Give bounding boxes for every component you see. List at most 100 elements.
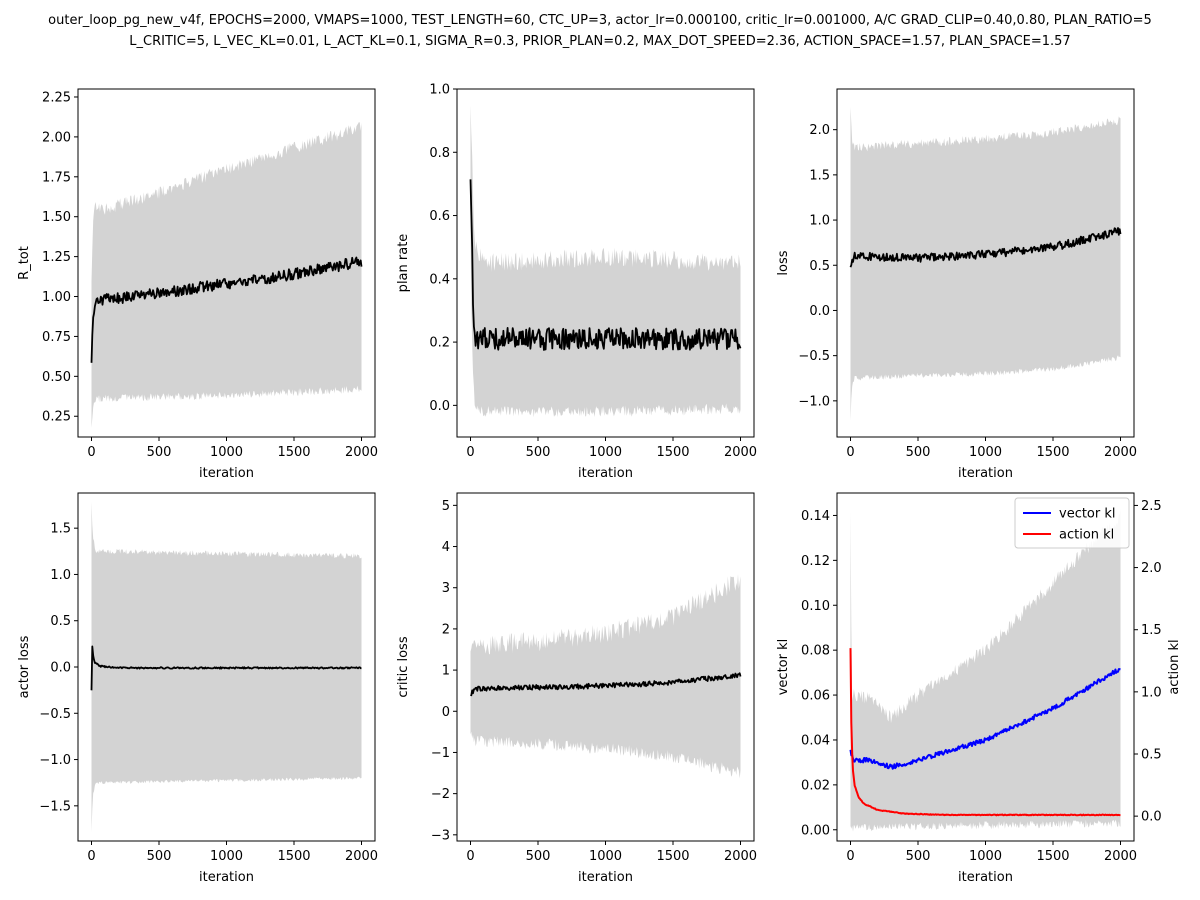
kl-vector-kl-mean-line bbox=[849, 668, 1121, 770]
plan-rate-xtick-label: 500 bbox=[526, 445, 551, 460]
kl-ytick-label: 0.04 bbox=[801, 733, 830, 748]
kl-ytick-right-label: 2.5 bbox=[1141, 499, 1162, 514]
critic-loss-std-band bbox=[470, 574, 741, 779]
r-tot-xtick-label: 1500 bbox=[277, 445, 310, 460]
loss-ylabel: loss bbox=[776, 250, 791, 275]
loss-ytick-label: 1.5 bbox=[809, 168, 830, 183]
critic-loss-ytick-label: −2 bbox=[431, 787, 450, 802]
critic-loss-ytick-label: −1 bbox=[431, 746, 450, 761]
critic-loss-ytick-label: 3 bbox=[442, 581, 450, 596]
actor-loss-ylabel: actor loss bbox=[17, 635, 32, 698]
actor-loss-ytick-label: 0.5 bbox=[50, 614, 71, 629]
legend-label-vector-kl: vector kl bbox=[1059, 507, 1116, 522]
legend-label-action-kl: action kl bbox=[1059, 528, 1114, 543]
subplot-r-tot: 0 500 1000 1500 2000 0.25 0.50 0.75 1.00 1.25 1.50… bbox=[17, 88, 378, 481]
plan-rate-ylabel: plan rate bbox=[396, 234, 411, 293]
critic-loss-xtick-label: 500 bbox=[526, 849, 551, 864]
r-tot-ytick-label: 0.50 bbox=[42, 370, 71, 385]
loss-ytick-label: −0.5 bbox=[798, 349, 830, 364]
critic-loss-xtick-label: 2000 bbox=[724, 849, 757, 864]
plan-rate-ytick-label: 1.0 bbox=[429, 83, 450, 98]
figure-title-line-2: L_CRITIC=5, L_VEC_KL=0.01, L_ACT_KL=0.1,… bbox=[129, 34, 1070, 49]
r-tot-xtick-label: 1000 bbox=[210, 445, 243, 460]
kl-ytick-right-label: 1.0 bbox=[1141, 685, 1162, 700]
r-tot-ytick-label: 2.25 bbox=[42, 90, 71, 105]
plan-rate-ytick-label: 0.6 bbox=[429, 209, 450, 224]
plan-rate-xtick-label: 1000 bbox=[589, 445, 622, 460]
subplot-actor-loss: 0 500 1000 1500 2000 −1.5 −1.0 −0.5 0.0 0.5 1.0 1.5… bbox=[17, 492, 378, 885]
subplot-kl: 0 500 1000 1500 2000 0.00 0.02 0.04 0.06 0.08 0.10… bbox=[776, 492, 1182, 885]
r-tot-xtick-label: 500 bbox=[147, 445, 172, 460]
kl-data bbox=[849, 508, 1121, 832]
critic-loss-mean-line bbox=[469, 672, 742, 697]
loss-xtick-label: 0 bbox=[846, 445, 854, 460]
critic-loss-xlabel: iteration bbox=[578, 870, 633, 885]
actor-loss-mean-line bbox=[90, 645, 362, 691]
kl-ytick-label: 0.06 bbox=[801, 689, 830, 704]
kl-ylabel: vector kl bbox=[776, 639, 791, 696]
actor-loss-ytick-label: 1.5 bbox=[50, 522, 71, 537]
loss-ytick-label: 2.0 bbox=[809, 123, 830, 138]
loss-xlabel: iteration bbox=[958, 466, 1013, 481]
loss-xtick-label: 1000 bbox=[969, 445, 1002, 460]
kl-ytick-label: 0.14 bbox=[801, 509, 830, 524]
actor-loss-xlabel: iteration bbox=[199, 870, 254, 885]
legend-box bbox=[1014, 497, 1130, 549]
kl-ytick-right-label: 1.5 bbox=[1141, 623, 1162, 638]
critic-loss-ytick-label: 4 bbox=[442, 540, 450, 555]
actor-loss-ytick-label: 0.0 bbox=[50, 661, 71, 676]
r-tot-ytick-label: 1.00 bbox=[42, 290, 71, 305]
critic-loss-ytick-label: 0 bbox=[442, 705, 450, 720]
plan-rate-ytick-label: 0.2 bbox=[429, 336, 450, 351]
kl-xtick-label: 0 bbox=[846, 849, 854, 864]
plan-rate-xtick-label: 0 bbox=[466, 445, 474, 460]
actor-loss-xtick-label: 0 bbox=[87, 849, 95, 864]
r-tot-ylabel: R_tot bbox=[17, 246, 32, 280]
kl-ytick-label: 0.12 bbox=[801, 554, 830, 569]
critic-loss-ytick-label: 2 bbox=[442, 622, 450, 637]
kl-xtick-label: 500 bbox=[906, 849, 931, 864]
kl-ytick-label: 0.00 bbox=[801, 823, 830, 838]
critic-loss-xtick-label: 0 bbox=[466, 849, 474, 864]
critic-loss-ylabel: critic loss bbox=[396, 636, 411, 697]
subplot-critic-loss: 0 500 1000 1500 2000 −3 −2 −1 0 1 2 3 4 5 iteration cri… bbox=[396, 492, 757, 885]
kl-ytick-right-label: 0.5 bbox=[1141, 748, 1162, 763]
loss-mean-line bbox=[849, 227, 1122, 268]
actor-loss-xtick-label: 1500 bbox=[277, 849, 310, 864]
r-tot-ytick-label: 1.75 bbox=[42, 170, 71, 185]
r-tot-ytick-label: 1.25 bbox=[42, 250, 71, 265]
critic-loss-xtick-label: 1500 bbox=[656, 849, 689, 864]
loss-std-band bbox=[850, 106, 1121, 421]
subplot-plan-rate: 0 500 1000 1500 2000 0.0 0.2 0.4 0.6 0.8 1.0 iterat… bbox=[396, 83, 757, 482]
loss-ytick-label: 0.0 bbox=[809, 304, 830, 319]
actor-loss-xtick-label: 1000 bbox=[210, 849, 243, 864]
critic-loss-data bbox=[469, 574, 742, 779]
plan-rate-mean-line bbox=[469, 179, 742, 351]
kl-xtick-label: 1000 bbox=[969, 849, 1002, 864]
subplot-loss: 0 500 1000 1500 2000 −1.0 −0.5 0.0 0.5 1.0 1.5 2.0 i… bbox=[776, 88, 1137, 481]
critic-loss-xtick-label: 1000 bbox=[589, 849, 622, 864]
plan-rate-xlabel: iteration bbox=[578, 466, 633, 481]
loss-ytick-label: −1.0 bbox=[798, 394, 830, 409]
kl-ylabel-right: action kl bbox=[1167, 639, 1182, 694]
loss-xtick-label: 1500 bbox=[1036, 445, 1069, 460]
kl-ytick-right-label: 0.0 bbox=[1141, 810, 1162, 825]
plan-rate-ytick-label: 0.4 bbox=[429, 272, 450, 287]
kl-ytick-right-label: 2.0 bbox=[1141, 561, 1162, 576]
r-tot-ytick-label: 0.25 bbox=[42, 410, 71, 425]
actor-loss-xtick-label: 500 bbox=[147, 849, 172, 864]
critic-loss-ytick-label: −3 bbox=[431, 828, 450, 843]
kl-ytick-label: 0.08 bbox=[801, 644, 830, 659]
r-tot-mean-line bbox=[90, 256, 363, 363]
r-tot-ytick-label: 2.00 bbox=[42, 130, 71, 145]
plan-rate-data bbox=[469, 105, 742, 418]
r-tot-xtick-label: 2000 bbox=[345, 445, 378, 460]
loss-xtick-label: 2000 bbox=[1104, 445, 1137, 460]
plan-rate-xtick-label: 2000 bbox=[724, 445, 757, 460]
kl-xtick-label: 1500 bbox=[1036, 849, 1069, 864]
plan-rate-ytick-label: 0.8 bbox=[429, 146, 450, 161]
loss-ytick-label: 1.0 bbox=[809, 214, 830, 229]
subplots: 0 500 1000 1500 20000.250.500.751.001.251.50… bbox=[17, 83, 1182, 886]
actor-loss-ytick-label: −1.5 bbox=[39, 799, 71, 814]
